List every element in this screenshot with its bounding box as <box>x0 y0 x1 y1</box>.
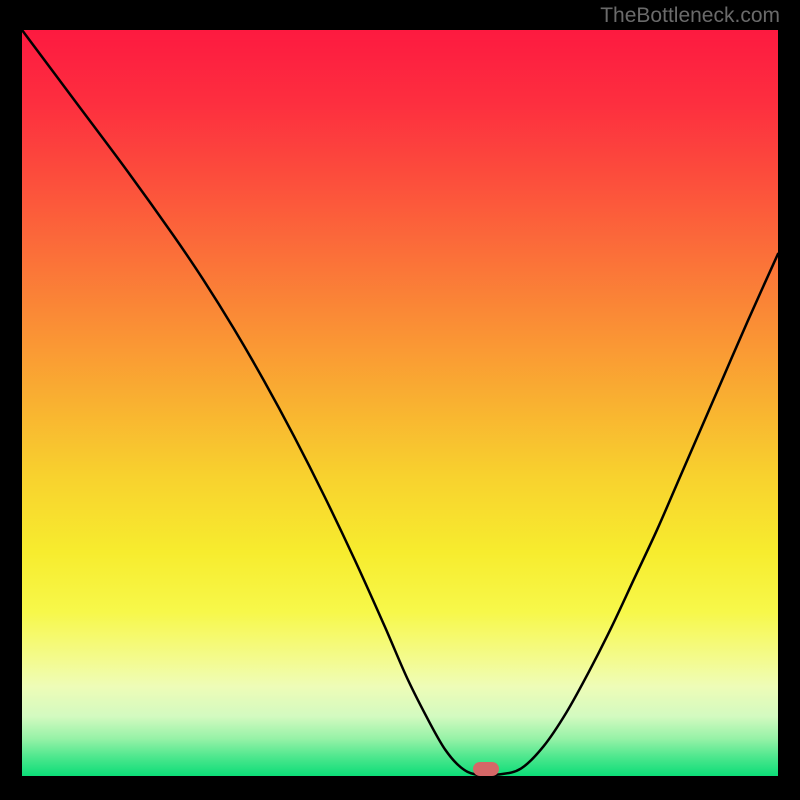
bottleneck-curve <box>22 30 778 776</box>
watermark-text: TheBottleneck.com <box>600 4 780 28</box>
sweet-zone-marker <box>473 762 499 776</box>
curve-path <box>22 30 778 775</box>
plot-area <box>22 30 778 776</box>
